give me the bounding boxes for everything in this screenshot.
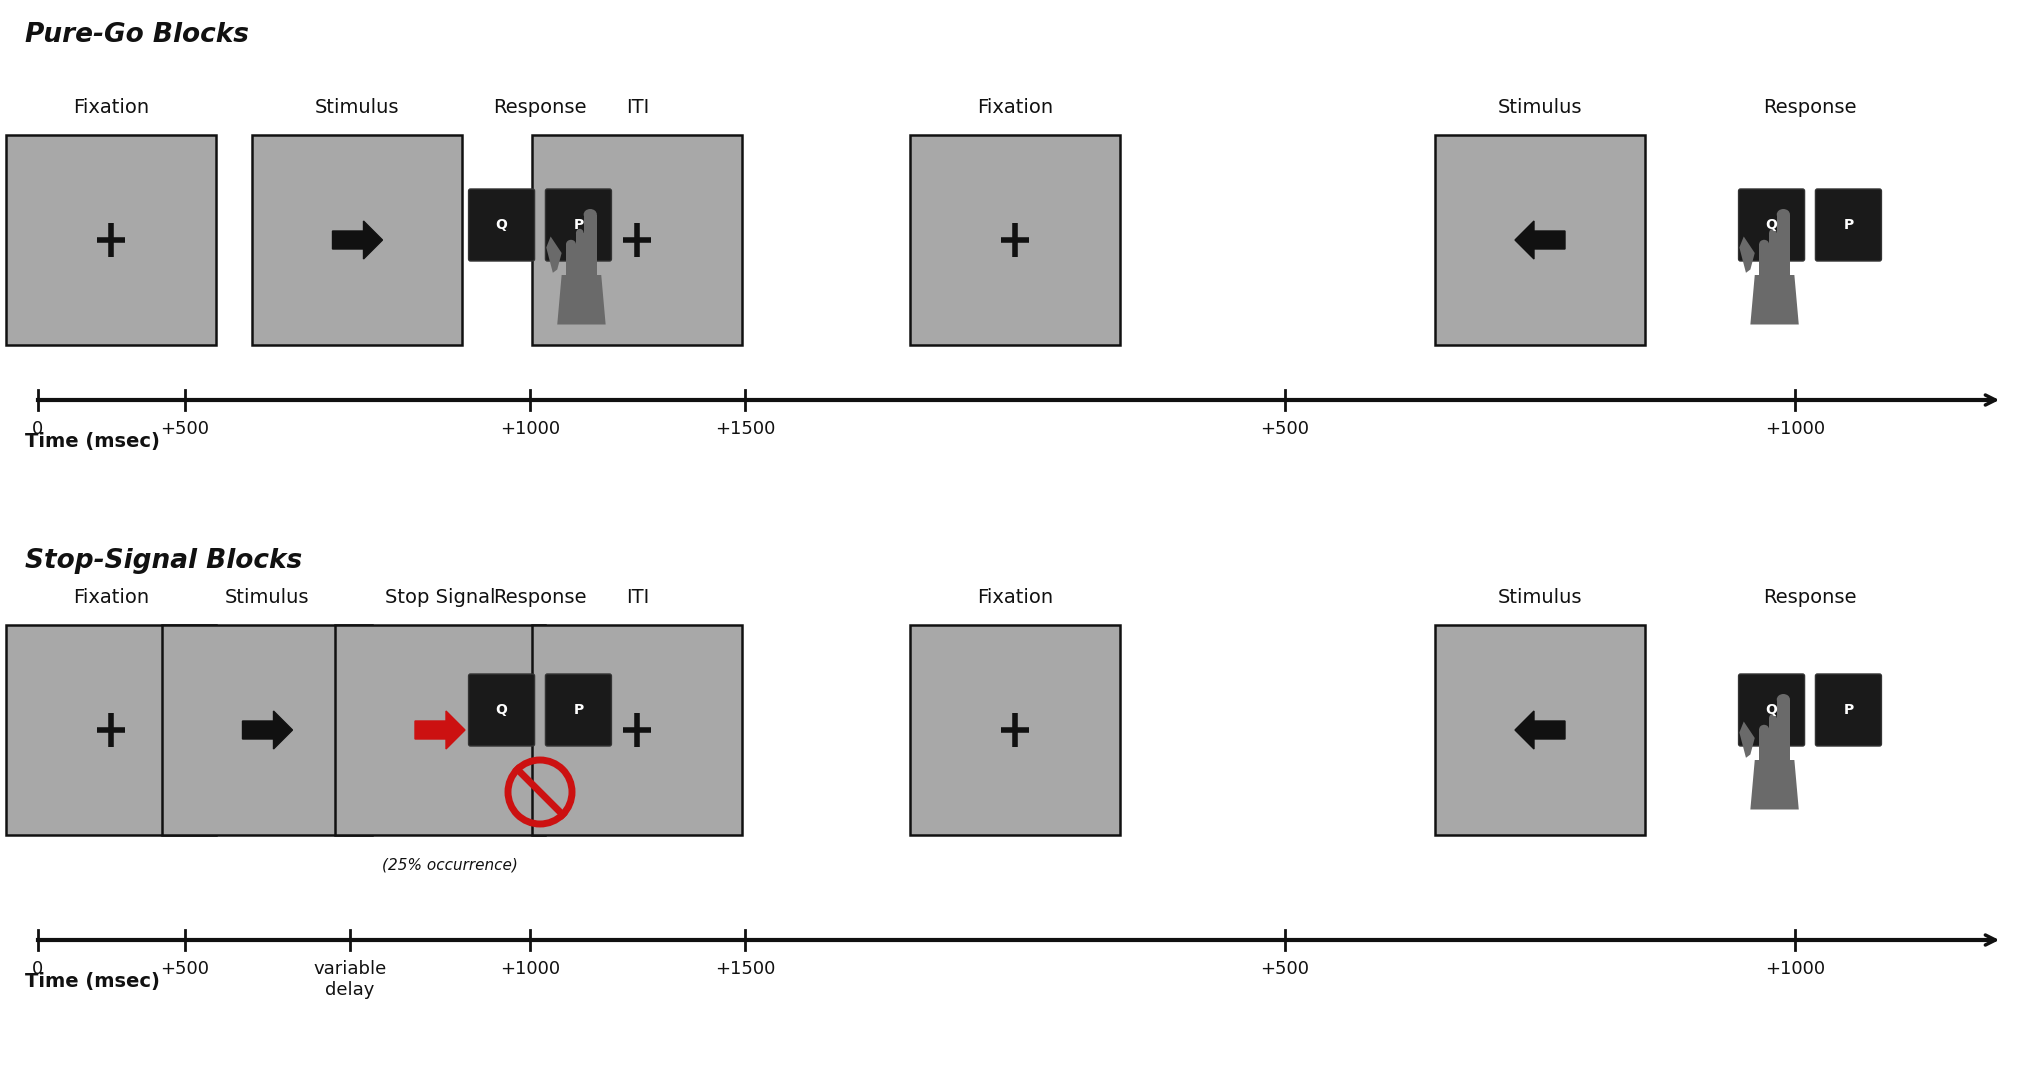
FancyBboxPatch shape xyxy=(162,625,372,835)
Text: +500: +500 xyxy=(1260,420,1309,438)
Text: +1000: +1000 xyxy=(500,420,560,438)
Ellipse shape xyxy=(566,240,577,248)
Text: 0: 0 xyxy=(32,960,45,978)
Text: Time (msec): Time (msec) xyxy=(24,972,160,991)
Text: Stimulus: Stimulus xyxy=(1497,98,1582,117)
Text: ITI: ITI xyxy=(625,588,649,607)
FancyBboxPatch shape xyxy=(1434,135,1645,345)
Text: Stop-Signal Blocks: Stop-Signal Blocks xyxy=(24,548,301,574)
FancyBboxPatch shape xyxy=(253,135,463,345)
Text: Stimulus: Stimulus xyxy=(1497,588,1582,607)
Text: Fixation: Fixation xyxy=(977,588,1054,607)
Text: Q: Q xyxy=(1766,218,1778,232)
Text: Stimulus: Stimulus xyxy=(316,98,401,117)
Ellipse shape xyxy=(585,209,597,220)
Polygon shape xyxy=(243,711,293,749)
Polygon shape xyxy=(1740,722,1754,757)
Text: Response: Response xyxy=(494,588,587,607)
FancyBboxPatch shape xyxy=(532,135,742,345)
FancyBboxPatch shape xyxy=(6,135,216,345)
Text: +500: +500 xyxy=(160,960,210,978)
Text: Response: Response xyxy=(494,98,587,117)
Ellipse shape xyxy=(1760,240,1768,248)
Polygon shape xyxy=(1750,760,1798,809)
Ellipse shape xyxy=(1776,694,1790,705)
Polygon shape xyxy=(1768,719,1776,762)
Text: P: P xyxy=(573,704,583,718)
Polygon shape xyxy=(566,244,577,277)
Ellipse shape xyxy=(1776,209,1790,220)
FancyBboxPatch shape xyxy=(910,135,1121,345)
Text: P: P xyxy=(1843,704,1853,718)
Text: Fixation: Fixation xyxy=(73,588,150,607)
Text: +1500: +1500 xyxy=(714,420,775,438)
FancyBboxPatch shape xyxy=(469,189,534,261)
Text: Fixation: Fixation xyxy=(977,98,1054,117)
Text: variable
delay: variable delay xyxy=(314,960,386,999)
Ellipse shape xyxy=(1760,725,1768,734)
Text: +1000: +1000 xyxy=(1764,420,1825,438)
Polygon shape xyxy=(1750,275,1798,325)
FancyBboxPatch shape xyxy=(6,625,216,835)
Polygon shape xyxy=(1740,236,1754,273)
FancyBboxPatch shape xyxy=(1815,674,1881,746)
Polygon shape xyxy=(1760,244,1768,277)
Text: Pure-Go Blocks: Pure-Go Blocks xyxy=(24,22,249,47)
Polygon shape xyxy=(332,221,382,259)
Polygon shape xyxy=(577,233,585,277)
Ellipse shape xyxy=(1768,714,1776,723)
FancyBboxPatch shape xyxy=(336,625,544,835)
Text: Q: Q xyxy=(1766,704,1778,718)
Polygon shape xyxy=(1776,215,1790,277)
Text: (25% occurrence): (25% occurrence) xyxy=(382,857,518,872)
Text: +500: +500 xyxy=(1260,960,1309,978)
Text: Response: Response xyxy=(1764,98,1857,117)
Text: Response: Response xyxy=(1764,588,1857,607)
FancyBboxPatch shape xyxy=(1738,189,1805,261)
FancyBboxPatch shape xyxy=(1815,189,1881,261)
FancyBboxPatch shape xyxy=(910,625,1121,835)
Text: +500: +500 xyxy=(160,420,210,438)
FancyBboxPatch shape xyxy=(546,189,611,261)
Polygon shape xyxy=(1776,699,1790,762)
Polygon shape xyxy=(1768,233,1776,277)
FancyBboxPatch shape xyxy=(532,625,742,835)
Ellipse shape xyxy=(1768,229,1776,237)
Text: +1500: +1500 xyxy=(714,960,775,978)
Polygon shape xyxy=(1515,711,1566,749)
Text: +1000: +1000 xyxy=(500,960,560,978)
Text: Q: Q xyxy=(496,218,508,232)
FancyBboxPatch shape xyxy=(469,674,534,746)
Text: P: P xyxy=(573,218,583,232)
FancyBboxPatch shape xyxy=(546,674,611,746)
Text: ITI: ITI xyxy=(625,98,649,117)
Ellipse shape xyxy=(577,229,585,237)
Text: Stop Signal: Stop Signal xyxy=(384,588,496,607)
Text: P: P xyxy=(1843,218,1853,232)
Text: Fixation: Fixation xyxy=(73,98,150,117)
Text: 0: 0 xyxy=(32,420,45,438)
Polygon shape xyxy=(556,275,605,325)
Text: Stimulus: Stimulus xyxy=(225,588,310,607)
Text: Time (msec): Time (msec) xyxy=(24,432,160,451)
Polygon shape xyxy=(585,215,597,277)
Polygon shape xyxy=(415,711,465,749)
FancyBboxPatch shape xyxy=(1434,625,1645,835)
Text: Q: Q xyxy=(496,704,508,718)
Text: +1000: +1000 xyxy=(1764,960,1825,978)
Polygon shape xyxy=(1515,221,1566,259)
Polygon shape xyxy=(546,236,562,273)
FancyBboxPatch shape xyxy=(1738,674,1805,746)
Polygon shape xyxy=(1760,729,1768,762)
